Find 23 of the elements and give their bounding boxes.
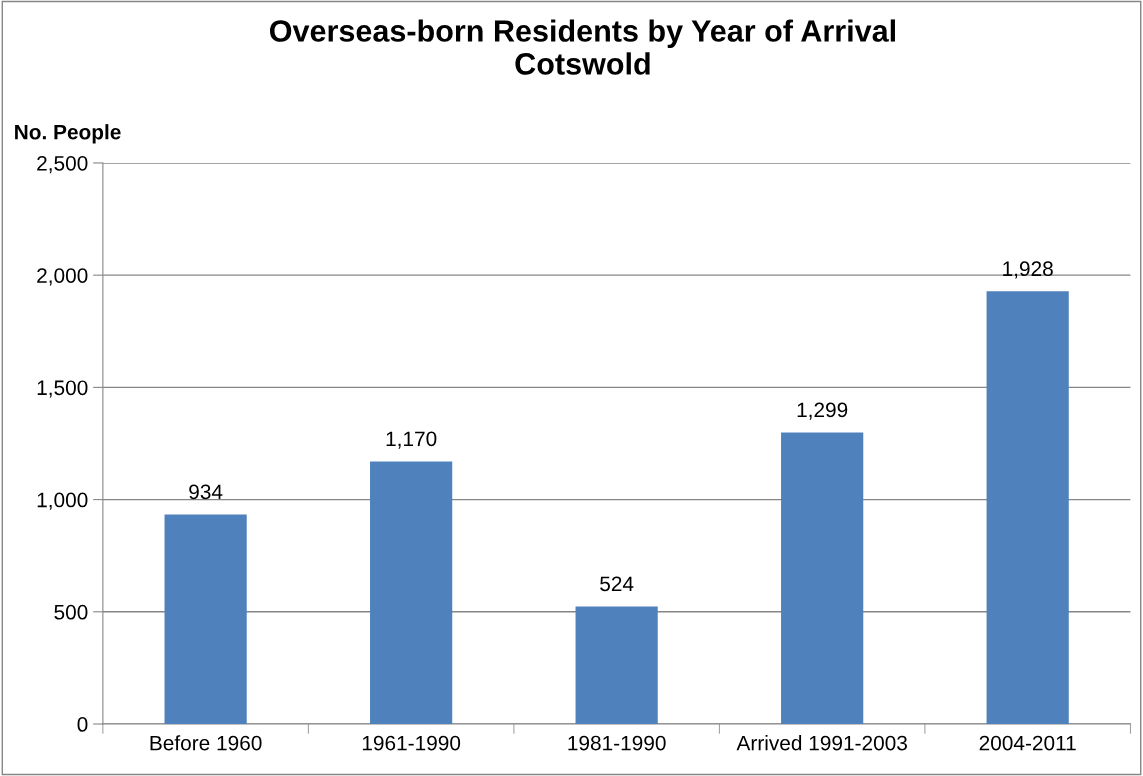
y-tick-label: 2,500 [37, 155, 88, 174]
y-tick-label: 2,000 [37, 268, 88, 286]
chart-title: Overseas-born Residents by Year of Arrival Cotswold [270, 19, 895, 75]
y-tick-label: 1,000 [37, 492, 88, 510]
y-axis-title: No. People [15, 124, 121, 144]
data-label: 524 [600, 576, 634, 592]
x-tick-label: 2004-2011 [979, 735, 1076, 751]
bar [781, 432, 864, 725]
y-tick-label: 500 [54, 604, 88, 620]
bar [370, 461, 453, 725]
x-tick-label: 1961-1990 [362, 735, 461, 751]
data-label: 934 [189, 484, 223, 500]
data-label: 1,170 [386, 431, 437, 449]
bar [575, 606, 658, 725]
data-label: 1,299 [797, 402, 848, 420]
data-label: 1,928 [1003, 261, 1053, 279]
x-tick-label: 1981-1990 [568, 735, 666, 751]
x-tick-label: Before 1960 [150, 735, 262, 751]
bar [164, 514, 247, 725]
bar [986, 291, 1069, 725]
x-tick-label: Arrived 1991-2003 [736, 735, 907, 751]
y-tick-label: 0 [77, 717, 88, 732]
y-tick-label: 1,500 [37, 380, 88, 398]
